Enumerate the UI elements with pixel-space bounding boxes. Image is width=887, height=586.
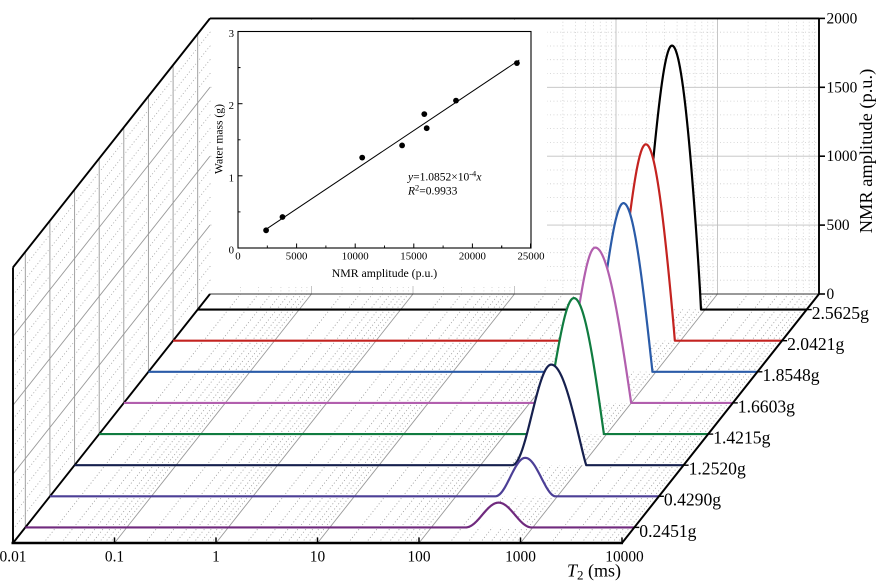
svg-text:3: 3 [229,28,234,40]
svg-text:2000: 2000 [827,10,858,27]
svg-text:1.4215g: 1.4215g [713,428,770,448]
svg-text:R2=0.9933: R2=0.9933 [407,183,458,198]
svg-text:T2 (ms): T2 (ms) [567,561,621,583]
svg-text:2.0421g: 2.0421g [787,334,844,354]
svg-text:0.1: 0.1 [105,549,124,566]
svg-text:100: 100 [407,549,430,566]
svg-text:0: 0 [827,286,835,303]
svg-text:1.8548g: 1.8548g [762,365,819,385]
svg-text:500: 500 [827,217,850,234]
svg-text:0.01: 0.01 [0,549,26,566]
svg-text:20000: 20000 [459,251,486,263]
svg-text:1000: 1000 [505,549,536,566]
svg-text:10: 10 [310,549,326,566]
svg-text:1: 1 [212,549,220,566]
svg-text:0: 0 [229,245,234,257]
svg-text:10000: 10000 [342,251,369,263]
svg-text:NMR amplitude (p.u.): NMR amplitude (p.u.) [332,266,438,280]
svg-text:1500: 1500 [827,79,858,96]
svg-text:NMR amplitude (p.u.): NMR amplitude (p.u.) [856,69,877,233]
svg-text:2: 2 [229,100,234,112]
svg-text:1.2520g: 1.2520g [689,459,746,479]
svg-text:0.2451g: 0.2451g [639,521,696,541]
svg-text:y=1.0852×10-4x: y=1.0852×10-4x [407,169,482,184]
svg-text:25000: 25000 [518,251,545,263]
svg-text:Water mass (g): Water mass (g) [212,104,225,174]
svg-text:2.5625g: 2.5625g [812,303,869,323]
svg-text:1: 1 [229,172,234,184]
svg-text:0: 0 [235,251,240,263]
svg-text:0.4290g: 0.4290g [664,490,721,510]
svg-text:10000: 10000 [605,549,644,566]
svg-text:1.6603g: 1.6603g [738,396,795,416]
svg-text:1000: 1000 [827,148,858,165]
svg-text:15000: 15000 [400,251,427,263]
svg-text:5000: 5000 [286,251,308,263]
